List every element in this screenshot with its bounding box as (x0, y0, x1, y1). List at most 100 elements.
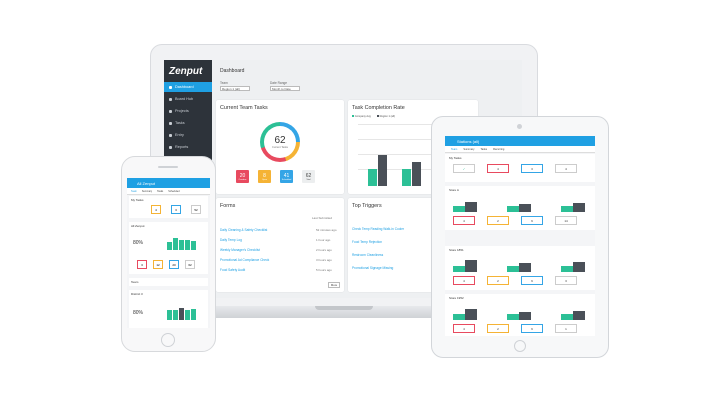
tablet-stat[interactable]: 14 (555, 216, 577, 225)
form-row-meta: 2 hours ago (316, 248, 332, 252)
date-range-select[interactable]: Month to Date (270, 86, 300, 91)
phone-card-title: Team (131, 280, 139, 284)
laptop-notch (315, 306, 373, 310)
tablet-stat[interactable]: 9 (521, 276, 543, 285)
tablet-my-tasks: My Tasks ✓ 4 3 4 (445, 154, 595, 182)
tablet-home-button[interactable] (514, 340, 526, 352)
phone-speaker (158, 166, 178, 168)
sidebar-item-reports[interactable]: Reports (164, 142, 212, 152)
total-tasks-label: Current Tasks (272, 146, 288, 149)
forms-col-header: Last Submitted (312, 216, 333, 220)
open-tile[interactable]: 8 Open (258, 170, 271, 183)
phone-stat[interactable]: 20 (169, 260, 179, 269)
tablet-stat[interactable]: 4 (453, 276, 475, 285)
phone-tabs: Team Summary Tasks Scheduled (127, 188, 210, 195)
bar-company-2 (402, 169, 411, 186)
tablet-group-title: Store 1952 (449, 296, 464, 300)
phone-stat[interactable]: 3 (137, 260, 147, 269)
tab-scheduled[interactable]: Scheduled (168, 189, 180, 193)
trigger-row-link[interactable]: Restroom Cleanliness (352, 253, 384, 257)
sidebar-item-board-hub[interactable]: Board Hub (164, 94, 212, 104)
tablet-group-title: Store 1851 (449, 248, 464, 252)
form-row-link[interactable]: Promotional Ad Compliance Check (220, 258, 270, 262)
projects-icon (169, 109, 172, 113)
form-row-meta: 52 minutes ago (316, 228, 337, 232)
tablet-group-card: Store A 4 2 9 14 (445, 186, 595, 230)
tablet-stat[interactable]: 2 (487, 216, 509, 225)
tablet-section-title: My Tasks (449, 156, 462, 160)
trigger-row-link[interactable]: Food Temp Rejection (352, 240, 383, 244)
form-row-link[interactable]: Food Safety Audit (220, 268, 246, 272)
phone-team-card: Team (129, 278, 208, 286)
phone-home-button[interactable] (161, 333, 175, 347)
form-row-link[interactable]: Weekly Manager's Checklist (220, 248, 260, 252)
reports-icon (169, 145, 172, 149)
tab-team[interactable]: Team (131, 189, 137, 193)
tablet-group-card: Store 1952 4 2 9 1 (445, 294, 595, 336)
sidebar-item-entry[interactable]: Entry (164, 130, 212, 140)
tablet-stat[interactable]: 2 (487, 276, 509, 285)
team-filter-label: Team (220, 81, 228, 85)
tablet-stat[interactable]: 4 (487, 164, 509, 173)
total-tasks-value: 62 (274, 135, 286, 146)
tablet-group-title: Store A (449, 188, 459, 192)
phone-stat[interactable]: 3 (171, 205, 181, 214)
tablet-stat[interactable]: ✓ (453, 164, 475, 173)
tablet-stat[interactable]: 4 (555, 164, 577, 173)
phone-card-title: All Zenput (131, 224, 145, 228)
form-row-meta: 1 hour ago (316, 238, 331, 242)
tab-summary[interactable]: Summary (463, 147, 475, 151)
date-range-label: Date Range (270, 81, 288, 85)
tab-tasks[interactable]: Tasks (157, 189, 164, 193)
phone-screen: All Zenput Team Summary Tasks Scheduled … (127, 178, 210, 328)
form-row-link[interactable]: Daily Temp Log (220, 238, 242, 242)
team-tasks-title: Current Team Tasks (220, 105, 268, 111)
forms-more-button[interactable]: More (328, 282, 340, 288)
legend-company-avg: Company Avg (352, 115, 371, 118)
tab-team[interactable]: Team (451, 147, 458, 151)
overdue-tile[interactable]: 20 Overdue (236, 170, 249, 183)
phone-stat[interactable]: 52 (191, 205, 201, 214)
board-icon (169, 97, 172, 101)
phone-section-title: My Tasks (131, 198, 144, 202)
team-filter-select[interactable]: Region 1 (all) (220, 86, 250, 91)
phone-card-title: District 3 (131, 292, 143, 296)
trigger-row-link[interactable]: Promotional Signage Missing (352, 266, 394, 270)
tablet-stat[interactable]: 1 (555, 324, 577, 333)
tablet-group-card: Store 1851 4 2 9 3 (445, 246, 595, 290)
sidebar-item-dashboard[interactable]: Dashboard (164, 82, 212, 92)
form-row-link[interactable]: Daily Cleaning & Safety Checklist (220, 228, 268, 232)
phone-stat[interactable]: 62 (185, 260, 195, 269)
phone-stat[interactable]: 4 (151, 205, 161, 214)
sidebar-item-projects[interactable]: Projects (164, 106, 212, 116)
tab-tasks[interactable]: Tasks (480, 147, 488, 151)
tablet-title: Stations (all) (457, 138, 480, 144)
sidebar-item-tasks[interactable]: Tasks (164, 118, 212, 128)
bar-company-1 (368, 169, 377, 186)
tablet-stat[interactable]: 4 (453, 324, 475, 333)
tablet-stat[interactable]: 3 (521, 164, 543, 173)
phone-card-pct: 80% (133, 310, 144, 316)
tablet-stat[interactable]: 2 (487, 324, 509, 333)
tab-summary[interactable]: Summary (141, 189, 153, 193)
tablet-stat[interactable]: 9 (521, 324, 543, 333)
trigger-row-link[interactable]: Check Temp Reading Walk-in Cooler (352, 227, 405, 231)
tablet-stat[interactable]: 4 (453, 216, 475, 225)
tasks-icon (169, 121, 172, 125)
phone-district-card: District 3 80% (129, 290, 208, 328)
tab-recurring[interactable]: Recurring (493, 147, 505, 151)
forms-title: Forms (220, 203, 236, 209)
phone-stat[interactable]: 12 (153, 260, 163, 269)
total-tile[interactable]: 62 Total (302, 170, 315, 183)
scheduled-tile[interactable]: 41 Scheduled (280, 170, 293, 183)
tablet-tabs: Team Summary Tasks Recurring (445, 146, 595, 153)
form-row-meta: 5 hours ago (316, 268, 332, 272)
legend-region: Region 1 (all) (376, 115, 395, 118)
triggers-title: Top Triggers (352, 203, 382, 209)
tablet-stat[interactable]: 9 (521, 216, 543, 225)
phone-summary-card: All Zenput 80% 3 12 20 62 (129, 222, 208, 274)
tablet-stat[interactable]: 3 (555, 276, 577, 285)
phone-card-pct: 80% (133, 240, 144, 246)
entry-icon (169, 133, 172, 137)
tablet-header: Stations (all) (445, 136, 595, 146)
